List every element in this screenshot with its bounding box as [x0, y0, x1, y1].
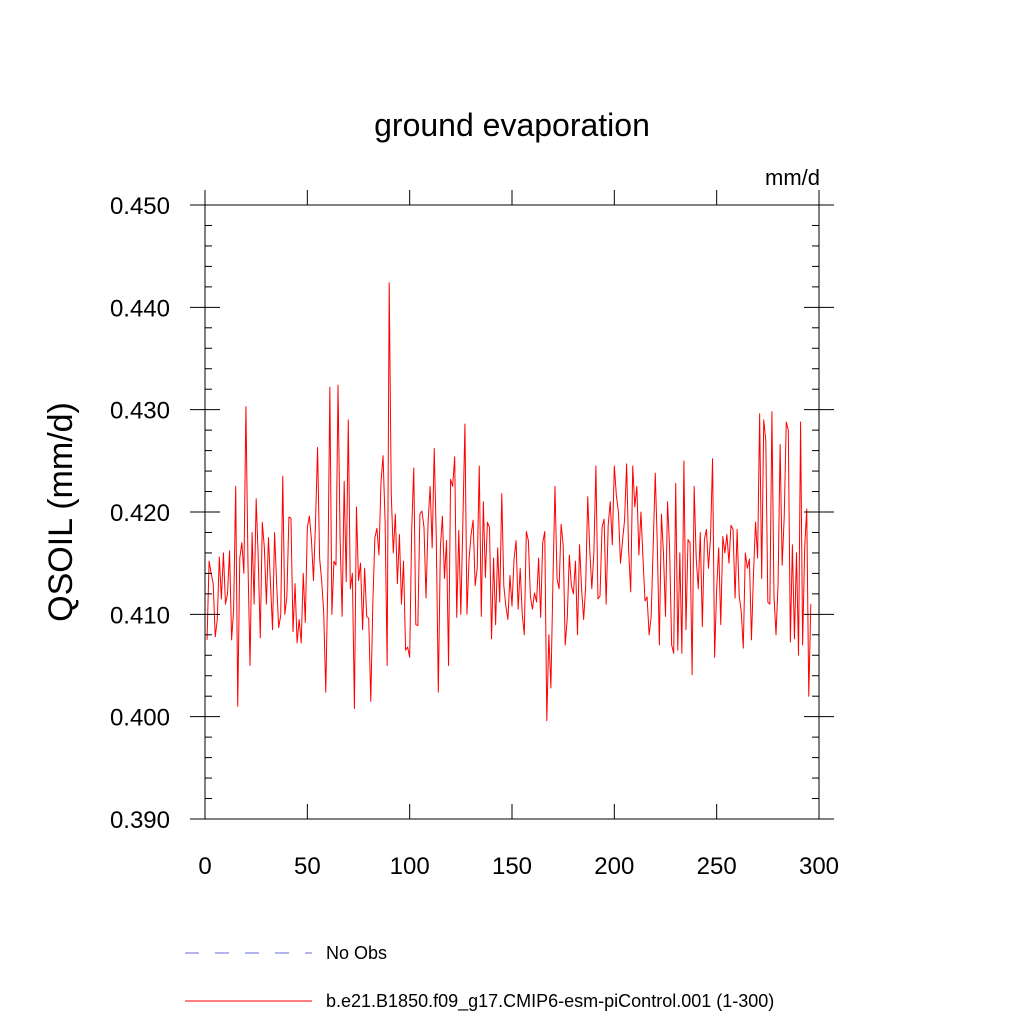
y-tick-label: 0.410	[110, 602, 170, 629]
x-tick-label: 300	[799, 853, 839, 880]
x-tick-label: 150	[492, 853, 532, 880]
axis-ticks-group	[190, 190, 834, 820]
units-label: mm/d	[765, 165, 820, 190]
legend: No Obs b.e21.B1850.f09_g17.CMIP6-esm-piC…	[185, 943, 774, 1012]
x-tick-label: 0	[198, 853, 211, 880]
legend-label-model: b.e21.B1850.f09_g17.CMIP6-esm-piControl.…	[326, 991, 774, 1012]
tick-labels-group: 0 50 100 150 200 250 300 0.390 0.400 0.410 0.420 0.…	[110, 193, 839, 880]
y-tick-label: 0.440	[110, 295, 170, 322]
series-line-model	[206, 282, 812, 722]
legend-label-no-obs: No Obs	[326, 943, 387, 963]
plot-series-group	[206, 282, 812, 722]
x-tick-label: 200	[594, 853, 634, 880]
x-tick-label: 50	[294, 853, 321, 880]
y-tick-label: 0.430	[110, 398, 170, 425]
chart-title: ground evaporation	[374, 107, 650, 143]
y-axis-label: QSOIL (mm/d)	[42, 402, 80, 622]
x-tick-label: 250	[697, 853, 737, 880]
y-tick-label: 0.400	[110, 705, 170, 732]
y-tick-label: 0.420	[110, 500, 170, 527]
plot-frame	[204, 204, 820, 820]
y-tick-label: 0.390	[110, 807, 170, 834]
y-tick-label: 0.450	[110, 193, 170, 220]
x-tick-label: 100	[390, 853, 430, 880]
